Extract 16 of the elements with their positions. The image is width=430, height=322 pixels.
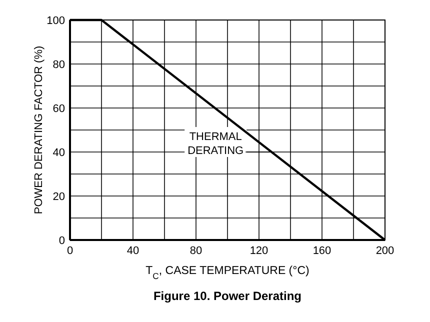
y-tick-label: 40 xyxy=(52,147,65,159)
x-tick-label: 120 xyxy=(250,245,268,257)
y-tick-label: 100 xyxy=(46,15,65,27)
y-tick-label: 60 xyxy=(52,103,65,115)
y-axis-title: POWER DERATING FACTOR (%) xyxy=(33,46,45,214)
x-tick-label: 0 xyxy=(66,245,74,257)
y-tick-label: 0 xyxy=(58,235,65,247)
x-tick-label: 80 xyxy=(190,245,202,257)
x-tick-label: 160 xyxy=(312,245,332,257)
x-tick-label: 40 xyxy=(126,245,140,257)
x-tick-label: 200 xyxy=(376,245,394,257)
y-tick-label: 20 xyxy=(52,191,65,203)
text: Figure 10. Power Derating xyxy=(153,289,302,303)
y-tick-label: 80 xyxy=(52,59,65,71)
annotation: THERMAL DERATING xyxy=(188,131,244,157)
x-axis-title: T$_{C}$, CASE TEMPERATURE (°C) xyxy=(146,265,310,281)
